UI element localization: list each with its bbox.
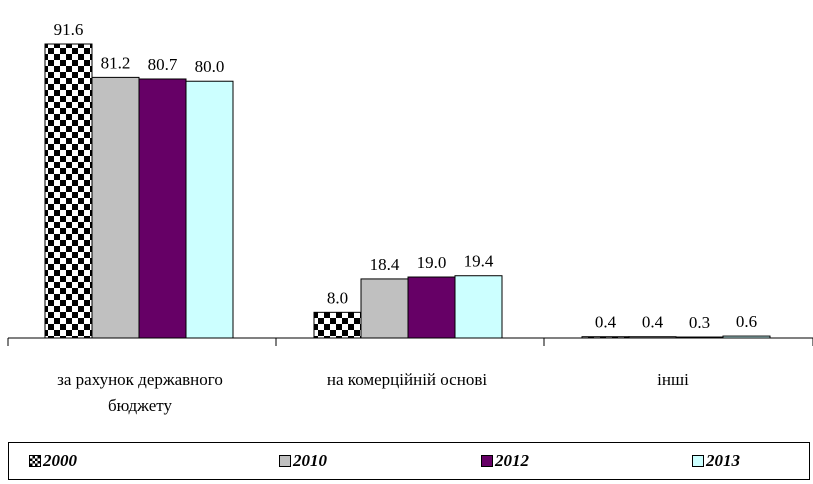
value-label-2013-budget: 80.0 xyxy=(195,57,225,76)
value-labels-layer: 91.6 8.0 0.4 81.2 18.4 0.4 80.7 19.0 0.3 80.0 19.4… xyxy=(54,20,758,332)
legend-swatch-2013 xyxy=(692,455,704,467)
legend-item-2010: 2010 xyxy=(279,451,327,471)
value-label-2013-other: 0.6 xyxy=(736,312,757,331)
value-label-2010-budget: 81.2 xyxy=(101,53,131,72)
bar-2013-budget xyxy=(185,80,234,339)
legend-label-2000: 2000 xyxy=(43,451,77,470)
value-label-2010-commercial: 18.4 xyxy=(370,255,400,274)
legend-item-2012: 2012 xyxy=(481,451,529,471)
x-tick-label-other: інші xyxy=(657,370,689,389)
value-label-2000-other: 0.4 xyxy=(595,313,617,332)
bar-2010-commercial xyxy=(360,278,409,339)
bars-layer xyxy=(44,43,771,339)
x-tick-label-budget: за рахунок державного бюджету xyxy=(57,370,223,415)
legend-swatch-2000 xyxy=(29,455,41,467)
bar-2000-budget xyxy=(44,43,93,339)
legend-item-2013: 2013 xyxy=(692,451,740,471)
legend-swatch-2012 xyxy=(481,455,493,467)
x-axis: за рахунок державного бюджету на комерційн… xyxy=(7,337,813,415)
bar-2000-commercial xyxy=(313,311,362,339)
legend-label-2012: 2012 xyxy=(495,451,529,470)
value-label-2000-commercial: 8.0 xyxy=(327,288,348,307)
legend-label-2010: 2010 xyxy=(293,451,327,470)
value-label-2000-budget: 91.6 xyxy=(54,20,84,39)
bar-2010-budget xyxy=(91,76,140,339)
legend: 2000 2010 2012 2013 xyxy=(8,442,810,480)
value-label-2012-commercial: 19.0 xyxy=(417,253,447,272)
value-label-2013-commercial: 19.4 xyxy=(464,252,494,271)
legend-label-2013: 2013 xyxy=(706,451,740,470)
x-tick-label-commercial: на комерційній основі xyxy=(327,370,487,389)
bar-2012-commercial xyxy=(407,276,456,339)
bar-2012-budget xyxy=(138,78,187,339)
bar-chart: 91.6 8.0 0.4 81.2 18.4 0.4 80.7 19.0 0.3 80.0 19.4… xyxy=(7,20,813,415)
bar-2013-commercial xyxy=(454,275,503,339)
value-label-2012-other: 0.3 xyxy=(689,313,710,332)
value-label-2012-budget: 80.7 xyxy=(148,55,178,74)
legend-item-2000: 2000 xyxy=(29,451,77,471)
legend-swatch-2010 xyxy=(279,455,291,467)
value-label-2010-other: 0.4 xyxy=(642,313,664,332)
